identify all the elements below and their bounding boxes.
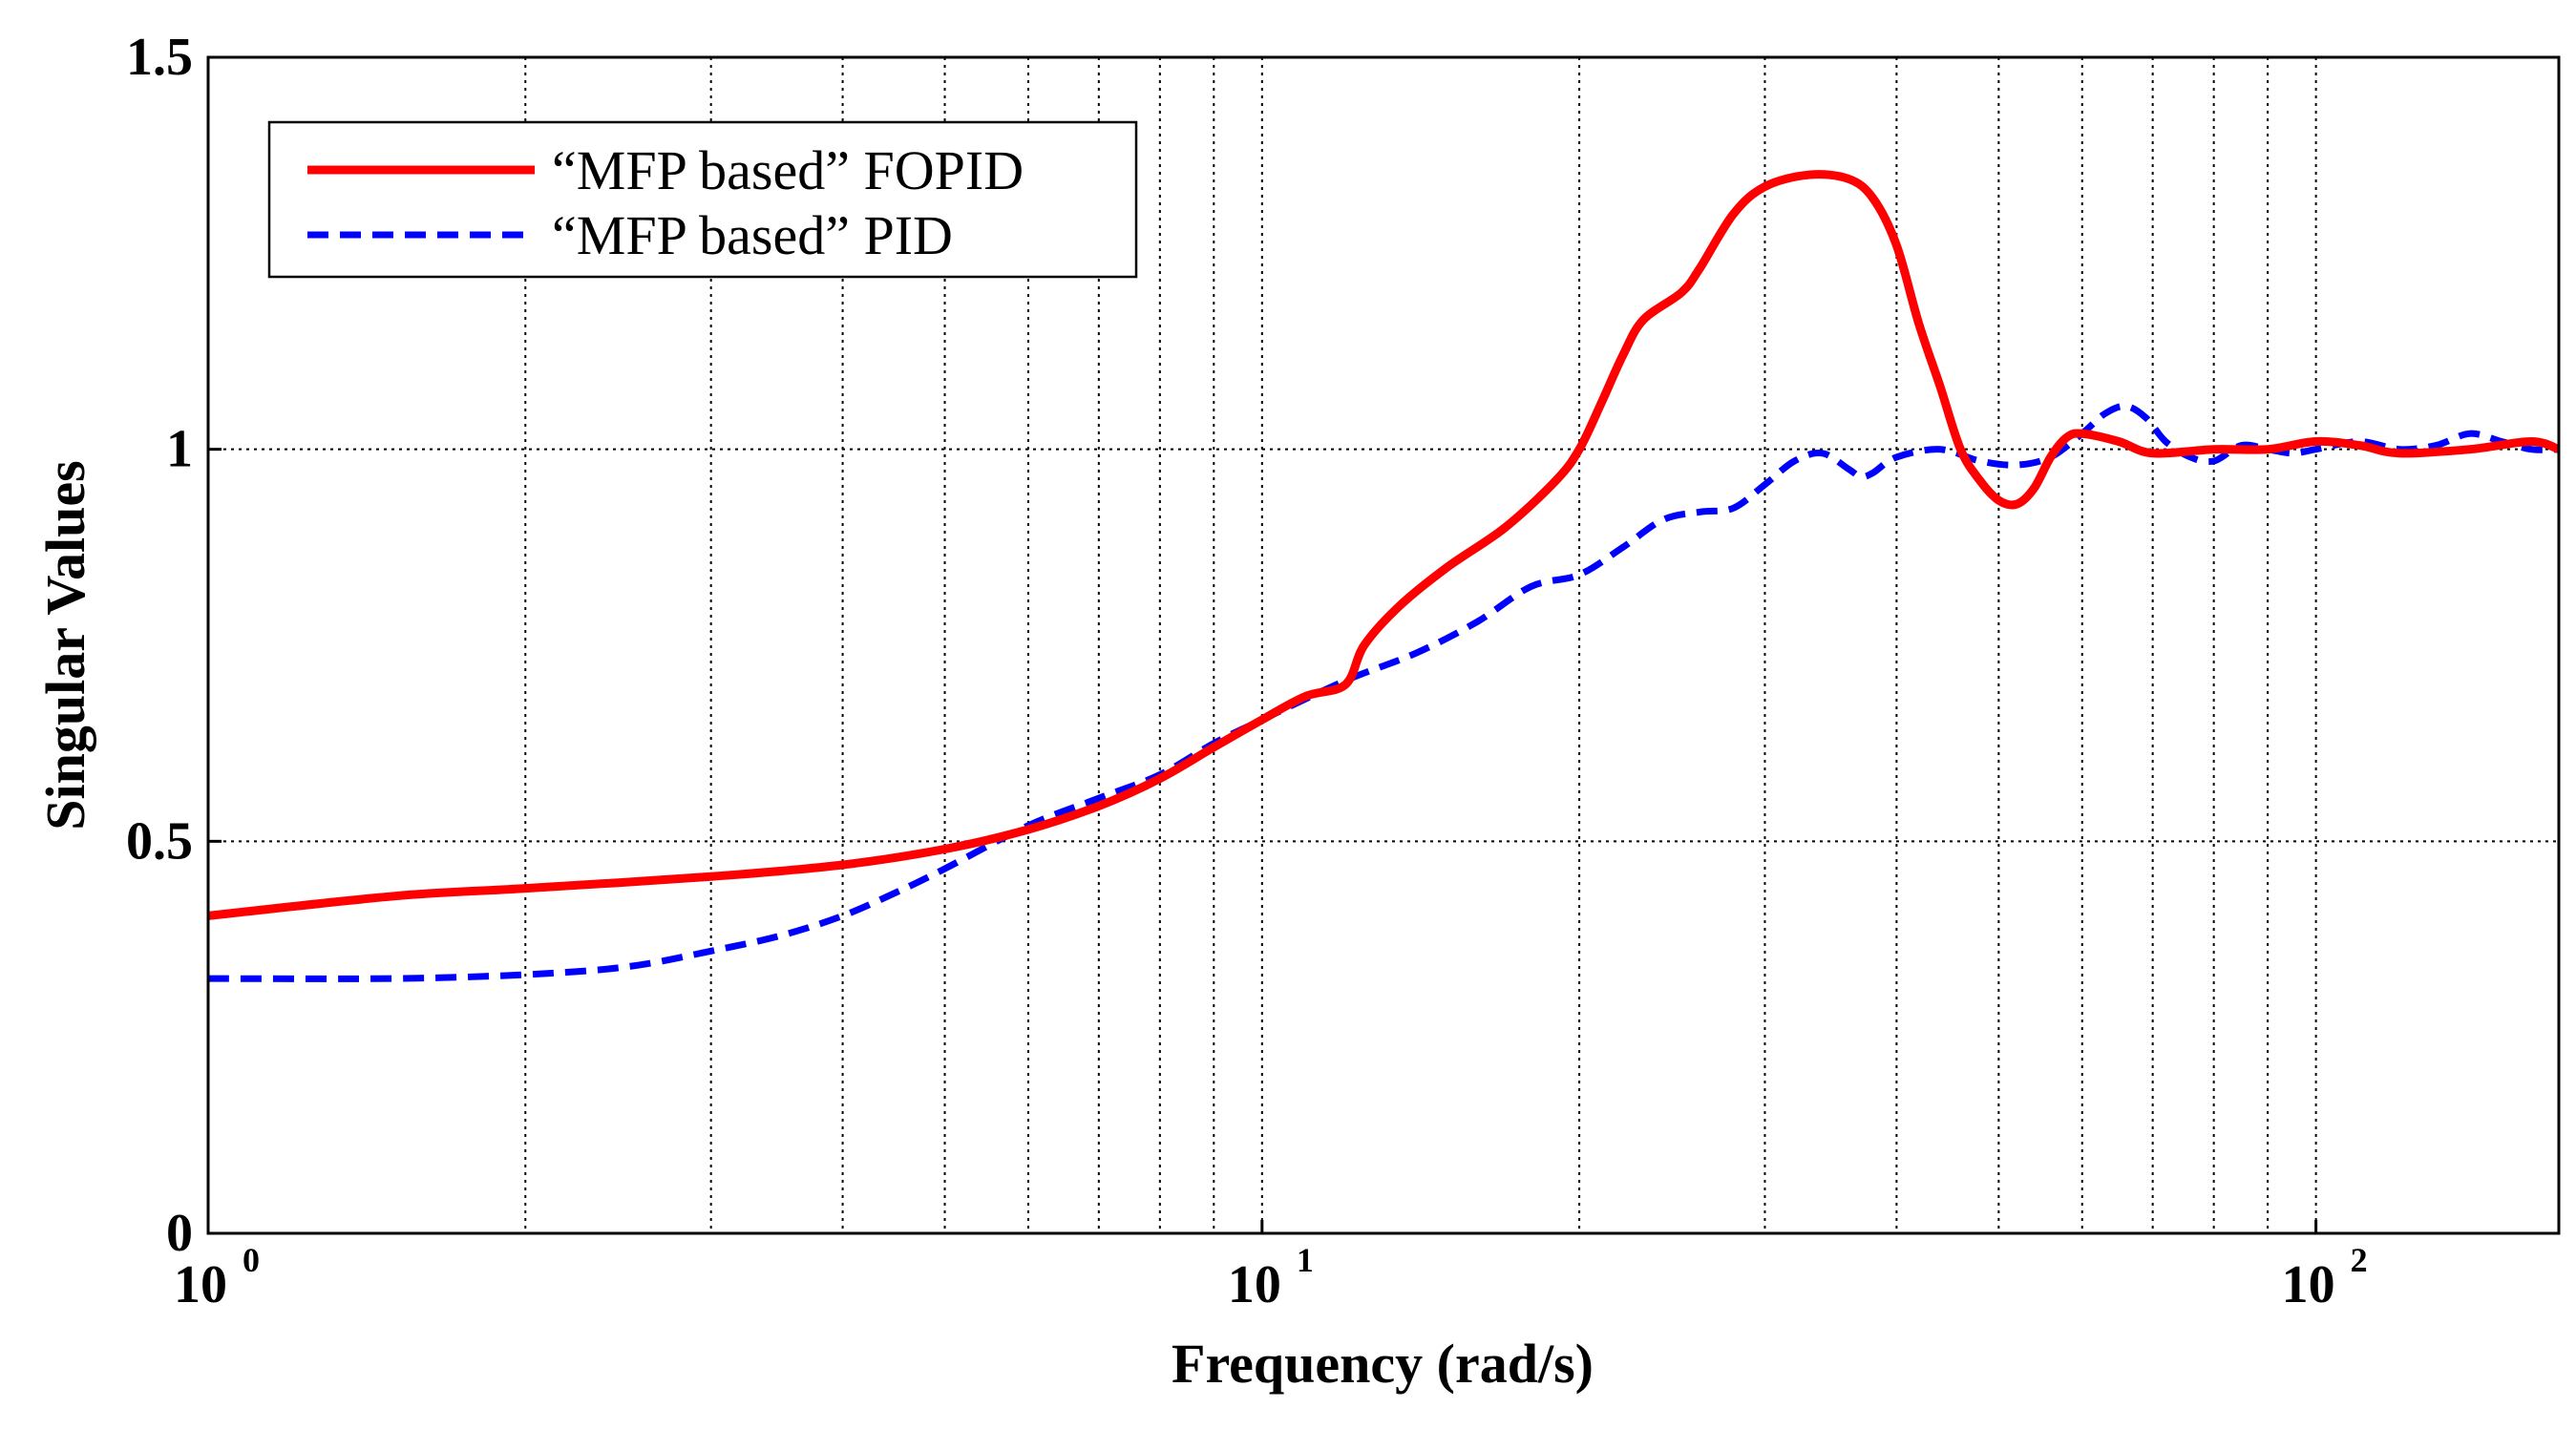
- series-pid-line: [207, 402, 2560, 982]
- y-tick-label: 1.5: [126, 28, 193, 87]
- y-tick-label: 1: [166, 420, 193, 479]
- legend-label-pid: “MFP based” PID: [552, 204, 953, 266]
- legend-label-fopid: “MFP based” FOPID: [552, 139, 1024, 201]
- x-tick-base: 10: [2282, 1255, 2335, 1314]
- x-tick-label: 10 0: [174, 1241, 260, 1314]
- tick-labels: 00.511.510 0 10 1 10 2: [126, 28, 2368, 1314]
- x-axis-title: Frequency (rad/s): [1172, 1333, 1594, 1395]
- x-tick-exponent: 0: [243, 1241, 260, 1279]
- x-tick-exponent: 2: [2351, 1241, 2368, 1279]
- y-axis-title: Singular Values: [34, 460, 96, 830]
- legend-box: [267, 120, 1138, 279]
- x-tick-base: 10: [1228, 1255, 1281, 1314]
- x-tick-exponent: 1: [1297, 1241, 1314, 1279]
- legend: “MFP based” FOPID “MFP based” PID: [267, 120, 1138, 279]
- plot-frame: [206, 55, 2561, 1235]
- x-tick-label: 10 2: [2282, 1241, 2368, 1314]
- series-fopid-line: [207, 170, 2561, 920]
- series-lines: [207, 170, 2561, 982]
- y-tick-label: 0.5: [126, 811, 193, 871]
- y-tick-label: 0: [166, 1204, 193, 1263]
- x-tick-base: 10: [174, 1255, 227, 1314]
- x-tick-label: 10 1: [1228, 1241, 1314, 1314]
- grid-lines: [208, 57, 2559, 1233]
